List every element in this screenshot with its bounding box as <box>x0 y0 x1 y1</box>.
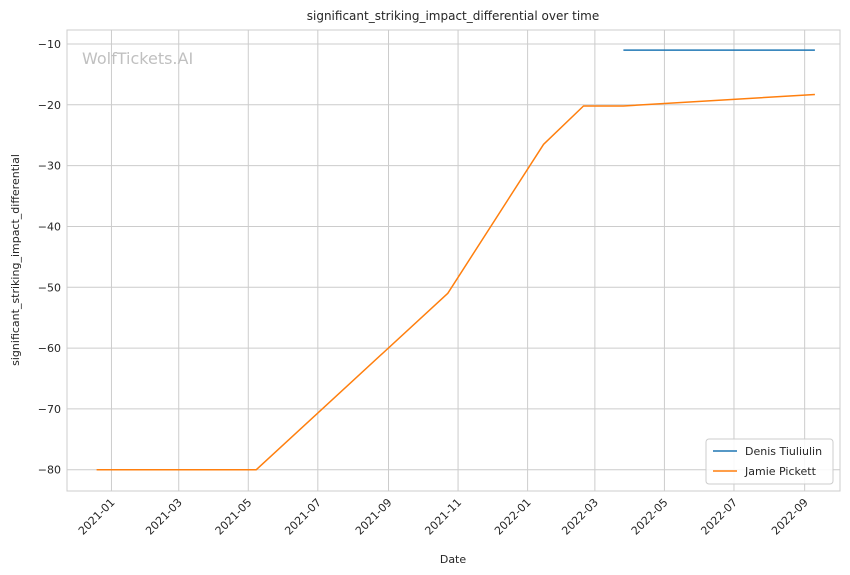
x-tick-label: 2021-11 <box>422 496 464 538</box>
y-axis-ticks: −80 −70 −60 −50 −40 −30 −20 −10 <box>38 38 61 477</box>
legend-box <box>705 438 834 485</box>
plot-frame <box>66 29 841 492</box>
watermark-text: WolfTickets.AI <box>82 49 193 68</box>
y-tick-label: −40 <box>38 220 61 233</box>
y-tick-label: −30 <box>38 160 61 173</box>
y-axis-title: significant_striking_impact_differential <box>9 154 22 366</box>
chart-title: significant_striking_impact_differential… <box>307 9 599 23</box>
y-tick-label: −20 <box>38 99 61 112</box>
y-tick-label: −50 <box>38 281 61 294</box>
y-tick-label: −60 <box>38 342 61 355</box>
gridlines <box>67 30 840 491</box>
series-lines <box>96 49 815 471</box>
x-tick-label: 2022-05 <box>629 496 671 538</box>
legend: Denis Tiuliulin Jamie Pickett <box>705 438 834 485</box>
x-tick-label: 2021-01 <box>76 496 118 538</box>
x-tick-label: 2021-05 <box>213 496 255 538</box>
x-tick-label: 2022-09 <box>769 496 811 538</box>
y-tick-label: −10 <box>38 38 61 51</box>
y-tick-label: −80 <box>38 464 61 477</box>
y-tick-label: −70 <box>38 403 61 416</box>
x-tick-label: 2021-07 <box>282 496 324 538</box>
x-axis-ticks: 2021-01 2021-03 2021-05 2021-07 2021-09 2021-… <box>76 496 811 538</box>
x-tick-label: 2022-01 <box>492 496 534 538</box>
legend-label: Jamie Pickett <box>744 465 817 478</box>
x-tick-label: 2022-07 <box>698 496 740 538</box>
x-axis-title: Date <box>440 553 467 566</box>
series-line-jamie-pickett <box>96 93 815 471</box>
x-tick-label: 2021-03 <box>143 496 185 538</box>
legend-label: Denis Tiuliulin <box>745 445 822 458</box>
x-tick-label: 2022-03 <box>559 496 601 538</box>
x-tick-label: 2021-09 <box>353 496 395 538</box>
